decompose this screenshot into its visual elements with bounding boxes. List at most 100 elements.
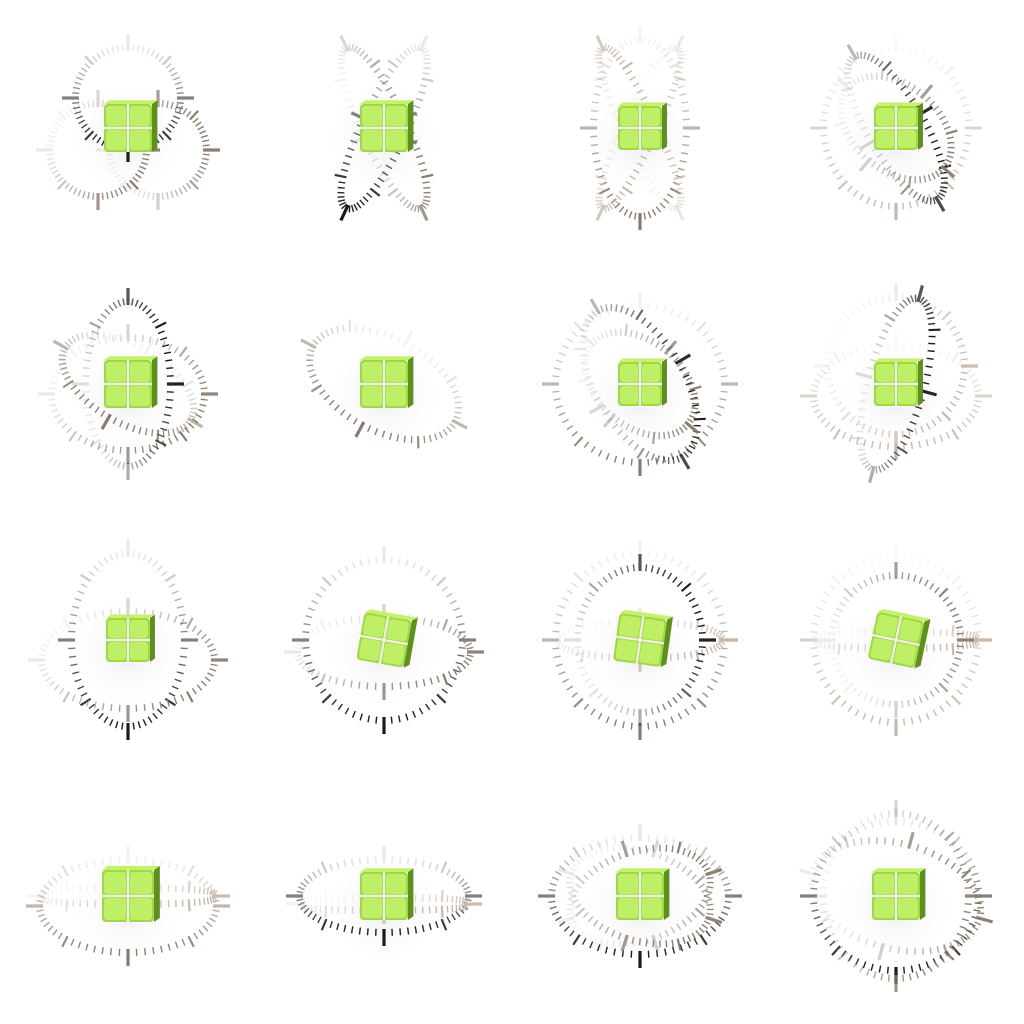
tick-mark xyxy=(193,886,196,894)
tick-mark xyxy=(299,903,304,911)
tick-mark xyxy=(624,324,628,337)
tick-mark xyxy=(466,654,474,658)
tick-mark xyxy=(358,615,361,623)
tick-mark xyxy=(566,685,574,691)
tick-mark xyxy=(628,439,634,446)
tick-mark xyxy=(80,692,88,697)
tick-mark xyxy=(688,414,696,419)
tick-mark xyxy=(317,916,322,924)
tick-mark xyxy=(659,202,666,209)
tick-mark xyxy=(421,924,425,932)
tick-mark xyxy=(54,173,61,179)
tick-mark xyxy=(195,173,202,179)
tick-mark xyxy=(876,153,883,159)
tick-mark xyxy=(924,579,929,587)
tick-mark xyxy=(417,205,420,213)
tick-mark xyxy=(103,716,109,724)
tick-mark xyxy=(162,344,170,348)
tick-mark xyxy=(620,305,624,313)
tick-mark xyxy=(687,934,692,942)
tick-mark xyxy=(356,47,362,54)
tick-mark xyxy=(940,186,948,189)
tick-mark xyxy=(663,432,666,440)
tick-mark xyxy=(842,678,850,684)
tick-mark xyxy=(456,665,463,673)
tick-mark xyxy=(698,631,706,634)
tick-mark xyxy=(832,169,840,174)
tick-mark xyxy=(89,439,102,447)
tick-mark xyxy=(399,53,406,60)
tick-mark xyxy=(971,925,979,931)
tick-mark xyxy=(192,176,199,183)
tick-mark xyxy=(185,617,194,629)
tick-mark xyxy=(935,153,943,157)
tick-mark xyxy=(463,886,471,891)
tick-mark xyxy=(929,947,932,955)
tick-mark xyxy=(677,196,685,199)
tick-mark xyxy=(553,655,561,659)
tick-mark xyxy=(306,354,314,357)
tick-mark xyxy=(666,46,673,53)
tick-mark xyxy=(936,946,940,954)
tick-mark xyxy=(582,368,590,372)
tick-mark xyxy=(70,613,78,617)
tick-mark xyxy=(672,456,675,464)
tick-mark xyxy=(677,560,683,568)
tick-mark xyxy=(82,367,90,370)
tick-mark xyxy=(78,393,85,400)
tick-mark xyxy=(463,660,470,666)
tick-mark xyxy=(629,175,636,180)
tick-mark xyxy=(920,299,925,307)
tick-mark xyxy=(924,307,933,311)
tick-mark xyxy=(907,573,910,581)
tick-mark xyxy=(174,941,179,949)
tick-mark xyxy=(131,462,134,470)
tick-mark xyxy=(901,294,904,302)
tick-mark xyxy=(906,428,914,433)
tick-mark xyxy=(72,101,80,105)
tick-mark xyxy=(311,675,319,681)
tick-mark xyxy=(889,945,892,953)
tick-mark xyxy=(140,161,148,166)
tick-mark xyxy=(816,865,824,870)
tick-mark xyxy=(929,690,935,697)
tick-mark xyxy=(655,949,659,957)
tick-ring xyxy=(292,546,476,734)
tick-mark xyxy=(167,429,170,437)
tick-mark xyxy=(154,321,167,329)
tick-mark xyxy=(842,927,848,934)
tick-mark xyxy=(810,893,818,898)
tick-mark xyxy=(610,48,616,55)
tick-mark xyxy=(848,350,853,358)
tick-mark xyxy=(179,425,185,433)
tick-mark xyxy=(200,134,208,139)
tick-mark xyxy=(418,204,429,222)
tick-mark xyxy=(57,872,63,880)
tick-mark xyxy=(170,71,178,77)
tick-mark xyxy=(294,646,302,650)
tick-mark xyxy=(656,705,661,713)
tick-mark xyxy=(54,121,61,127)
tick-mark xyxy=(98,712,104,720)
tick-ring xyxy=(557,840,723,952)
tick-mark xyxy=(581,671,589,677)
tick-mark xyxy=(816,922,824,927)
tick-mark xyxy=(932,437,937,445)
tick-mark xyxy=(838,116,846,120)
tick-mark xyxy=(676,841,682,854)
tick-mark xyxy=(693,417,706,421)
tick-mark xyxy=(676,192,685,195)
tick-mark xyxy=(108,305,114,312)
tick-mark xyxy=(594,396,601,402)
tick-mark xyxy=(104,453,111,460)
tick-mark xyxy=(857,119,865,124)
tick-mark xyxy=(829,845,836,852)
tick-mark xyxy=(575,652,583,656)
tick-mark xyxy=(47,925,54,932)
tick-mark xyxy=(595,202,604,206)
tick-mark xyxy=(168,692,176,697)
tick-mark xyxy=(126,182,132,190)
tick-mark xyxy=(928,322,936,325)
tick-mark xyxy=(915,971,919,979)
tick-mark xyxy=(300,338,317,350)
